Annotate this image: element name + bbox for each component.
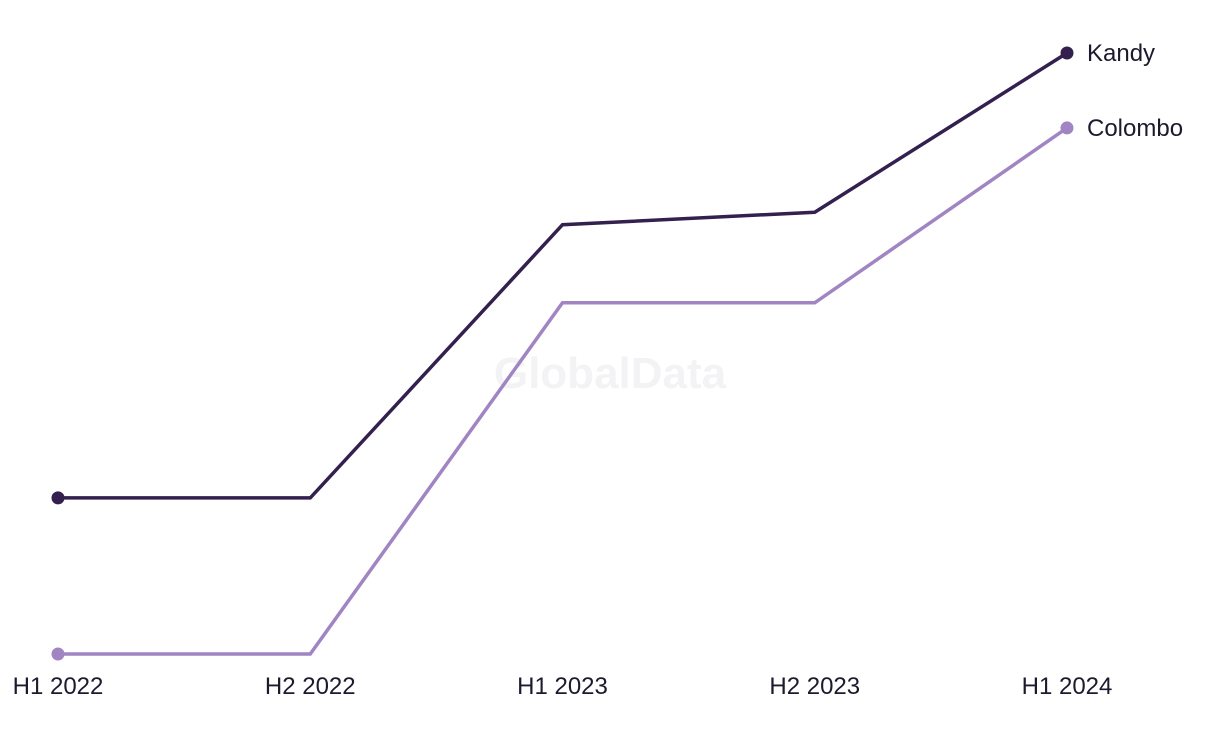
x-tick-label: H1 2024 — [1022, 673, 1113, 700]
x-axis: H1 2022 H2 2022 H1 2023 H2 2023 H1 2024 — [13, 673, 1113, 700]
series-line-colombo — [58, 126, 1068, 656]
x-tick-label: H1 2022 — [13, 673, 104, 700]
series-point-kandy-4 — [1060, 46, 1074, 60]
series-layer: Kandy Colombo — [51, 40, 1183, 661]
series-label-kandy: Kandy — [1087, 40, 1155, 67]
watermark: GlobalData — [494, 349, 727, 398]
x-tick-label: H1 2023 — [517, 673, 608, 700]
series-line-kandy — [58, 51, 1068, 500]
x-tick-label: H2 2022 — [265, 673, 356, 700]
series-point-colombo-0 — [51, 647, 65, 661]
x-tick-label: H2 2023 — [769, 673, 860, 700]
series-point-colombo-4 — [1060, 121, 1074, 135]
series-point-kandy-0 — [51, 491, 65, 505]
series-label-colombo: Colombo — [1087, 115, 1183, 142]
